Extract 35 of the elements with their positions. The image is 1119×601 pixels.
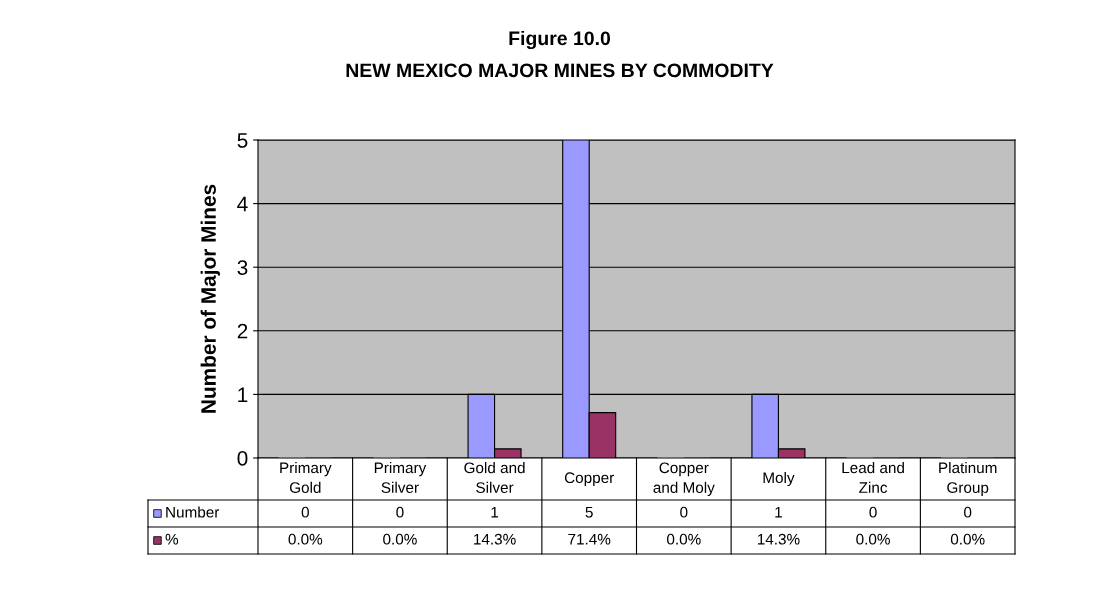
- data-label: 0.0%: [950, 533, 985, 545]
- x-tick-label: Lead and Zinc: [842, 461, 904, 493]
- data-label: 0: [869, 506, 877, 518]
- y-tick-label: 5: [237, 133, 248, 148]
- legend-label: Number: [166, 506, 220, 518]
- x-tick-label: Copper and Moly: [653, 462, 715, 497]
- data-label: 0: [964, 506, 972, 518]
- y-tick-label: 3: [237, 260, 248, 275]
- data-label: 5: [585, 506, 593, 518]
- data-label: 0.0%: [667, 533, 701, 545]
- x-tick-label: Platinum Group: [939, 461, 997, 497]
- chart-title: Figure 10.0: [509, 30, 611, 50]
- data-label: 1: [775, 506, 782, 518]
- data-label: 0.0%: [383, 533, 417, 545]
- data-label: 0: [680, 506, 688, 518]
- legend-label: %: [165, 533, 179, 545]
- data-label: 1: [491, 506, 499, 518]
- x-tick-label: Gold and Silver: [464, 461, 525, 493]
- x-tick-label: Primary Gold: [280, 461, 332, 493]
- y-tick-label: 1: [238, 387, 248, 402]
- x-tick-label: Primary Silver: [374, 461, 427, 493]
- data-label: 0: [301, 506, 309, 518]
- data-label: 14.3%: [474, 533, 516, 545]
- data-label: 0.0%: [288, 533, 323, 545]
- y-axis-title: Number of Major Mines: [200, 184, 221, 413]
- y-tick-label: 2: [237, 323, 248, 339]
- data-label: 0.0%: [856, 533, 890, 545]
- y-tick-label: 4: [237, 196, 248, 212]
- data-label: 0: [396, 506, 404, 518]
- chart-subtitle: NEW MEXICO MAJOR MINES BY COMMODITY: [346, 63, 774, 78]
- y-tick-label: 0: [237, 451, 248, 466]
- data-label: 14.3%: [757, 533, 800, 545]
- x-tick-label: Moly: [763, 471, 795, 487]
- data-label: 71.4%: [568, 533, 611, 545]
- x-tick-label: Copper: [564, 472, 614, 487]
